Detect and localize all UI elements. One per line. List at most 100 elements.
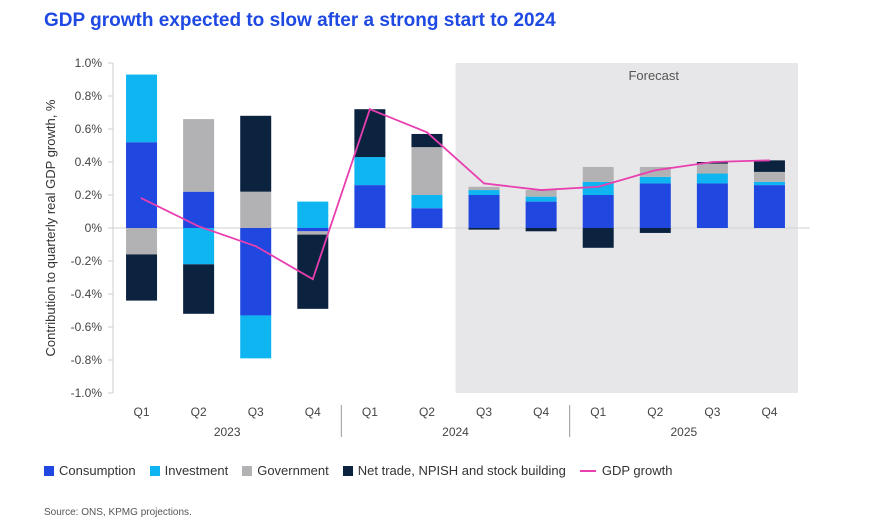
y-tick-label: -0.6% — [71, 320, 103, 334]
y-tick-label: 0.6% — [75, 122, 103, 136]
x-tick-label: Q1 — [590, 405, 606, 419]
bar-consumption — [126, 142, 158, 228]
bar-government — [126, 228, 158, 255]
bar-net-trade-npish-and-stock-building — [411, 133, 443, 148]
axes: 1.0% 0.8% 0.6% 0.4% 0.2% 0% -0.2% -0.4% -0.6% -0.… — [43, 56, 778, 439]
bar-consumption — [297, 228, 329, 232]
bar-net-trade-npish-and-stock-building — [183, 264, 215, 314]
bar-investment — [126, 74, 158, 143]
y-tick-label: -1.0% — [71, 386, 103, 400]
bar-investment — [297, 201, 329, 228]
bar-government — [468, 186, 500, 191]
bar-investment — [468, 190, 500, 195]
y-tick-label: 0% — [85, 221, 103, 235]
bar-net-trade-npish-and-stock-building — [753, 160, 785, 172]
y-tick-label: -0.8% — [71, 353, 103, 367]
x-tick-label: Q2 — [191, 405, 207, 419]
y-tick-label: 0.4% — [75, 155, 103, 169]
gdp-growth-point — [654, 169, 657, 172]
source-note: Source: ONS, KPMG projections. — [44, 507, 192, 518]
bar-consumption — [411, 208, 443, 228]
x-tick-label: Q3 — [248, 405, 264, 419]
gdp-growth-point — [483, 182, 485, 185]
legend: Consumption Investment Government Net trade… — [44, 463, 686, 478]
bar-consumption — [639, 183, 671, 228]
legend-swatch — [242, 465, 253, 476]
y-tick-label: 1.0% — [75, 56, 103, 70]
y-tick-label: -0.4% — [71, 287, 103, 301]
bar-consumption — [183, 191, 215, 228]
bar-government — [639, 166, 671, 177]
gdp-growth-point — [597, 185, 600, 188]
bar-consumption — [354, 185, 386, 228]
x-tick-label: Q3 — [476, 405, 492, 419]
legend-label: Government — [257, 463, 329, 478]
bar-government — [411, 147, 443, 195]
bar-consumption — [468, 195, 500, 228]
bar-investment — [183, 228, 215, 265]
bar-net-trade-npish-and-stock-building — [354, 109, 386, 158]
x-tick-label: Q4 — [761, 405, 777, 419]
x-tick-label: Q1 — [362, 405, 378, 419]
gdp-growth-point — [711, 161, 714, 163]
year-label: 2024 — [442, 425, 469, 439]
legend-swatch — [44, 465, 54, 476]
bar-investment — [696, 173, 728, 184]
x-tick-label: Q4 — [305, 405, 321, 419]
bar-consumption — [696, 183, 728, 228]
bar-series — [126, 74, 785, 359]
legend-label: Consumption — [59, 463, 136, 478]
bar-consumption — [753, 185, 785, 228]
bar-investment — [354, 157, 386, 186]
legend-item-gdp-growth: GDP growth — [579, 463, 673, 478]
x-tick-label: Q4 — [533, 405, 549, 419]
y-tick-label: 0.8% — [75, 89, 103, 103]
legend-item-government: Government — [242, 463, 329, 478]
bar-investment — [753, 181, 785, 186]
gdp-growth-point — [540, 189, 543, 191]
legend-line-swatch — [579, 469, 596, 472]
legend-swatch — [149, 465, 160, 476]
bar-net-trade-npish-and-stock-building — [525, 228, 557, 232]
bar-investment — [639, 176, 671, 184]
gdp-growth-point — [140, 197, 143, 200]
legend-item-net-trade-npish-and-stock-building: Net trade, NPISH and stock building — [342, 463, 566, 478]
gdp-growth-point — [768, 159, 771, 162]
bar-government — [240, 191, 272, 228]
x-tick-label: Q2 — [647, 405, 663, 419]
bar-net-trade-npish-and-stock-building — [468, 228, 500, 230]
bar-government — [525, 190, 557, 197]
legend-label: Net trade, NPISH and stock building — [357, 463, 566, 478]
bar-net-trade-npish-and-stock-building — [582, 228, 614, 248]
gdp-growth-line — [141, 108, 770, 281]
gdp-growth-point — [311, 278, 314, 281]
chart-title: GDP growth expected to slow after a stro… — [44, 10, 556, 31]
y-tick-label: 0.2% — [75, 188, 103, 202]
bar-net-trade-npish-and-stock-building — [126, 254, 158, 301]
bar-investment — [240, 315, 272, 359]
gdp-growth-point — [254, 245, 257, 248]
bar-consumption — [240, 228, 272, 316]
y-axis-title: Contribution to quarterly real GDP growt… — [43, 99, 58, 356]
legend-item-consumption: Consumption — [44, 463, 136, 478]
legend-label: Investment — [164, 463, 229, 478]
year-label: 2023 — [214, 425, 241, 439]
bar-consumption — [582, 195, 614, 228]
forecast-label: Forecast — [628, 68, 679, 83]
y-tick-label: -0.2% — [71, 254, 103, 268]
bar-net-trade-npish-and-stock-building — [240, 115, 272, 192]
legend-label: GDP growth — [601, 463, 673, 478]
bar-government — [183, 119, 215, 192]
bar-net-trade-npish-and-stock-building — [639, 228, 671, 233]
bar-government — [582, 166, 614, 182]
gdp-growth-point — [368, 108, 371, 111]
gdp-growth-point — [426, 131, 428, 134]
x-tick-label: Q3 — [704, 405, 720, 419]
gdp-growth-point — [197, 225, 200, 228]
bar-investment — [411, 195, 443, 209]
bar-investment — [525, 196, 557, 202]
bar-government — [696, 163, 728, 174]
bar-government — [753, 171, 785, 182]
legend-item-investment: Investment — [149, 463, 229, 478]
year-label: 2025 — [670, 425, 697, 439]
